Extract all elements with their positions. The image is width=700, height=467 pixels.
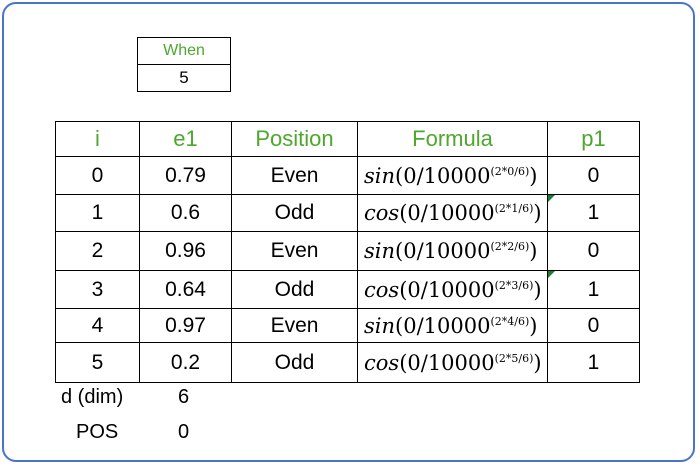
card-frame	[2, 2, 695, 462]
header-formula[interactable]: Formula	[357, 121, 548, 157]
cell-formula[interactable]: sin(0/10000(2*0/6))	[357, 156, 548, 195]
cell-formula[interactable]: cos(0/10000(2*3/6))	[357, 270, 548, 309]
cell-e1[interactable]: 0.97	[139, 308, 232, 343]
formula-exponent: (2*3/6)	[494, 278, 534, 292]
when-value[interactable]: 5	[137, 64, 231, 92]
header-e1[interactable]: e1	[139, 121, 232, 157]
formula-argument: (0/10000	[399, 277, 495, 302]
header-p1[interactable]: p1	[547, 121, 640, 157]
table-row: 5 0.2 Odd cos(0/10000(2*5/6)) 1	[55, 342, 640, 383]
formula-argument: (0/10000	[395, 313, 491, 338]
formula-function: cos	[364, 350, 400, 375]
cell-i[interactable]: 4	[55, 308, 140, 343]
formula-function: cos	[364, 201, 400, 225]
cell-i[interactable]: 0	[55, 156, 140, 195]
comment-marker-icon[interactable]	[548, 271, 555, 278]
table-row: 3 0.64 Odd cos(0/10000(2*3/6)) 1	[55, 270, 640, 309]
formula-exponent: (2*0/6)	[490, 164, 530, 178]
formula-function: sin	[364, 239, 396, 263]
formula-function: cos	[364, 277, 400, 302]
cell-p1[interactable]: 1	[547, 270, 640, 309]
d-dim-value[interactable]: 6	[178, 386, 190, 408]
cell-position[interactable]: Even	[231, 231, 358, 271]
when-header[interactable]: When	[137, 37, 231, 65]
cell-formula[interactable]: sin(0/10000(2*4/6))	[357, 308, 548, 343]
cell-formula[interactable]: sin(0/10000(2*2/6))	[357, 231, 548, 271]
formula-argument: (0/10000	[399, 201, 495, 225]
cell-e1[interactable]: 0.64	[139, 270, 232, 309]
formula-function: sin	[364, 313, 396, 338]
cell-e1[interactable]: 0.2	[139, 342, 232, 383]
formula-close: )	[533, 350, 542, 375]
cell-e1[interactable]: 0.79	[139, 156, 232, 195]
cell-e1[interactable]: 0.96	[139, 231, 232, 271]
formula-exponent: (2*1/6)	[494, 202, 534, 215]
cell-formula[interactable]: cos(0/10000(2*5/6))	[357, 342, 548, 383]
cell-p1[interactable]: 1	[547, 342, 640, 383]
formula-close: )	[529, 313, 538, 338]
cell-position[interactable]: Odd	[231, 270, 358, 309]
formula-exponent: (2*5/6)	[494, 351, 534, 365]
formula-argument: (0/10000	[395, 239, 491, 263]
when-box: When 5	[137, 37, 231, 92]
cell-p1[interactable]: 0	[547, 156, 640, 195]
cell-position[interactable]: Even	[231, 156, 358, 195]
pos-value[interactable]: 0	[178, 421, 190, 443]
formula-close: )	[529, 239, 538, 263]
cell-position[interactable]: Even	[231, 308, 358, 343]
formula-function: sin	[364, 163, 396, 188]
formula-argument: (0/10000	[399, 350, 495, 375]
formula-argument: (0/10000	[395, 163, 491, 188]
cell-e1[interactable]: 0.6	[139, 194, 232, 232]
header-position[interactable]: Position	[231, 121, 358, 157]
table-row: 0 0.79 Even sin(0/10000(2*0/6)) 0	[55, 156, 640, 195]
cell-p1[interactable]: 0	[547, 308, 640, 343]
cell-position[interactable]: Odd	[231, 194, 358, 232]
formula-exponent: (2*2/6)	[490, 240, 530, 253]
table-row: 1 0.6 Odd cos(0/10000(2*1/6)) 1	[55, 194, 640, 232]
cell-p1-value: 1	[587, 201, 600, 224]
cell-i[interactable]: 1	[55, 194, 140, 232]
d-dim-label[interactable]: d (dim)	[61, 386, 124, 408]
header-i[interactable]: i	[55, 121, 140, 157]
formula-close: )	[533, 201, 542, 225]
table-header-row: i e1 Position Formula p1	[55, 121, 640, 157]
cell-p1[interactable]: 1	[547, 194, 640, 232]
positional-encoding-table: i e1 Position Formula p1 0 0.79 Even sin…	[55, 121, 640, 383]
cell-position[interactable]: Odd	[231, 342, 358, 383]
formula-close: )	[529, 163, 538, 188]
cell-p1-value: 1	[587, 277, 600, 301]
formula-close: )	[533, 277, 542, 302]
cell-i[interactable]: 3	[55, 270, 140, 309]
table-row: 4 0.97 Even sin(0/10000(2*4/6)) 0	[55, 308, 640, 343]
cell-formula[interactable]: cos(0/10000(2*1/6))	[357, 194, 548, 232]
cell-i[interactable]: 5	[55, 342, 140, 383]
formula-exponent: (2*4/6)	[490, 314, 530, 328]
cell-p1[interactable]: 0	[547, 231, 640, 271]
cell-i[interactable]: 2	[55, 231, 140, 271]
pos-label[interactable]: POS	[76, 421, 119, 443]
table-row: 2 0.96 Even sin(0/10000(2*2/6)) 0	[55, 231, 640, 271]
comment-marker-icon[interactable]	[548, 195, 555, 202]
